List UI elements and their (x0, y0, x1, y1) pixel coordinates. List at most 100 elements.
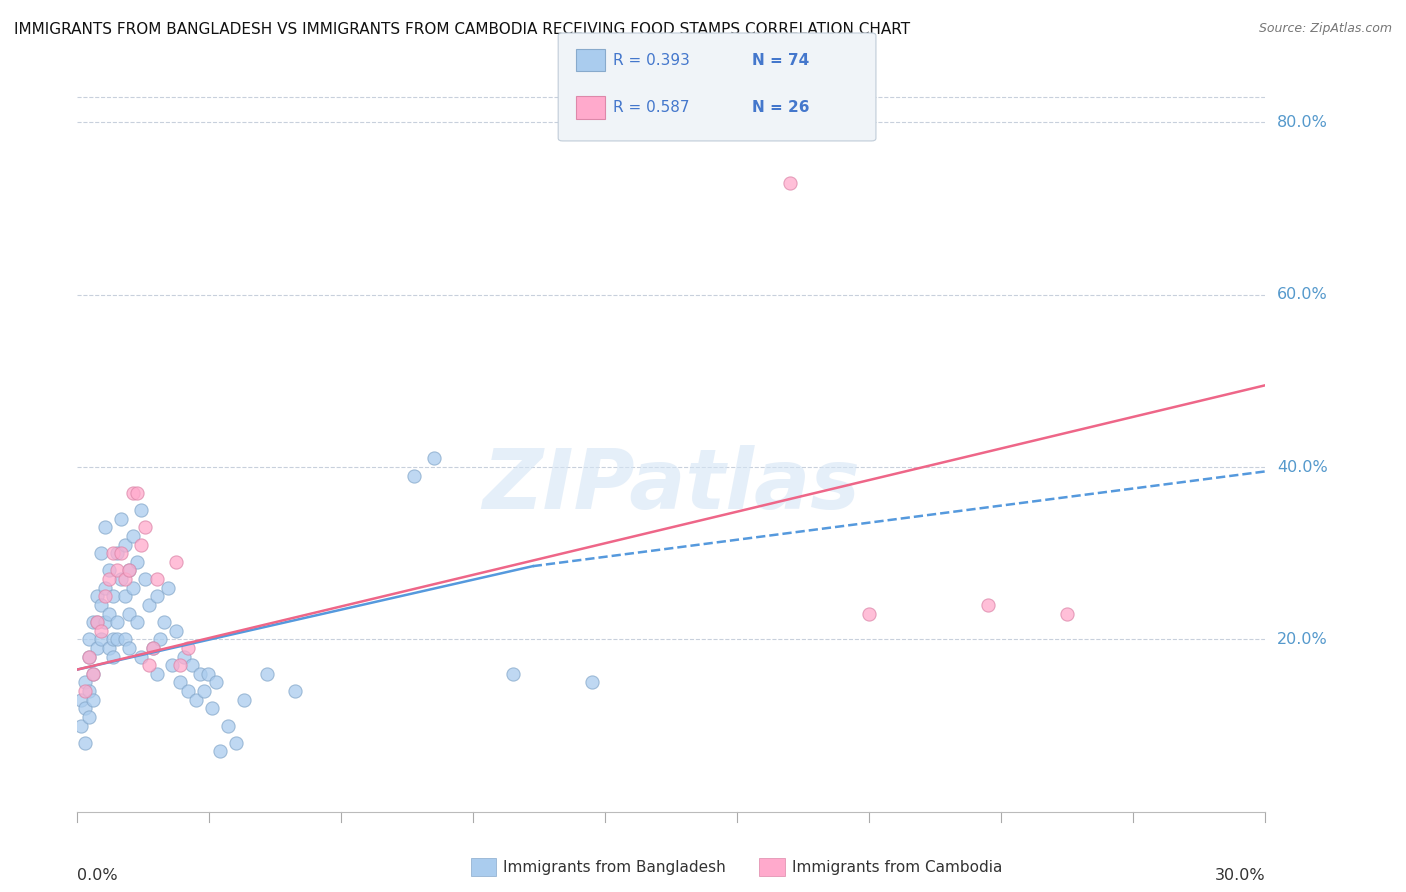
Point (193, 684, 215, 698)
Point (502, 666, 524, 681)
Text: 40.0%: 40.0% (1277, 459, 1329, 475)
Point (110, 512, 132, 526)
Point (118, 564, 141, 578)
Point (82, 692, 104, 706)
Point (129, 538, 152, 552)
Point (90, 598, 112, 612)
Point (70, 692, 93, 706)
Text: 30.0%: 30.0% (1215, 868, 1265, 883)
Point (153, 615, 176, 630)
Point (1056, 607, 1078, 621)
Text: 20.0%: 20.0% (1277, 632, 1329, 647)
Point (114, 590, 136, 604)
Point (105, 615, 128, 630)
Point (149, 632, 172, 647)
Point (134, 520, 156, 534)
Point (98, 564, 121, 578)
Point (177, 684, 200, 698)
Point (105, 546, 128, 560)
Point (145, 572, 167, 586)
Point (110, 546, 132, 560)
Point (70, 718, 93, 732)
Point (86, 615, 108, 630)
Text: N = 26: N = 26 (752, 101, 810, 115)
Point (169, 675, 191, 690)
Text: R = 0.587: R = 0.587 (613, 101, 689, 115)
Point (118, 564, 141, 578)
Point (145, 590, 167, 604)
Point (217, 718, 239, 732)
Text: Immigrants from Cambodia: Immigrants from Cambodia (792, 860, 1002, 874)
Point (162, 658, 184, 673)
Point (77, 684, 100, 698)
Point (125, 615, 148, 630)
Point (173, 649, 195, 664)
Point (256, 666, 278, 681)
Point (423, 451, 446, 466)
Point (121, 581, 143, 595)
Text: N = 74: N = 74 (752, 54, 810, 68)
Point (77, 632, 100, 647)
Point (125, 486, 148, 500)
Point (118, 607, 141, 621)
Point (118, 640, 141, 655)
Point (105, 564, 128, 578)
Text: 60.0%: 60.0% (1277, 287, 1329, 302)
Point (94, 615, 117, 630)
Point (177, 640, 200, 655)
Point (98, 572, 121, 586)
Point (101, 590, 124, 604)
Point (75, 684, 97, 698)
Point (90, 624, 112, 638)
Point (858, 607, 880, 621)
Point (779, 176, 801, 190)
Text: 80.0%: 80.0% (1277, 115, 1329, 130)
Point (82, 666, 104, 681)
Point (94, 520, 117, 534)
Text: Immigrants from Bangladesh: Immigrants from Bangladesh (503, 860, 725, 874)
Point (105, 632, 128, 647)
Point (77, 649, 100, 664)
Point (75, 701, 97, 715)
Point (188, 666, 211, 681)
Point (197, 666, 219, 681)
Point (232, 692, 254, 706)
Point (181, 658, 204, 673)
Point (129, 649, 152, 664)
Point (101, 546, 124, 560)
Point (86, 590, 108, 604)
Point (186, 692, 208, 706)
Point (201, 701, 224, 715)
Point (125, 555, 148, 569)
Point (94, 590, 117, 604)
Point (284, 684, 307, 698)
Point (121, 486, 143, 500)
Point (98, 607, 121, 621)
Point (205, 675, 228, 690)
Point (90, 546, 112, 560)
Text: 0.0%: 0.0% (77, 868, 118, 883)
Point (82, 666, 104, 681)
Point (225, 736, 247, 750)
Point (101, 632, 124, 647)
Point (134, 572, 156, 586)
Point (114, 572, 136, 586)
Point (101, 649, 124, 664)
Text: ZIPatlas: ZIPatlas (482, 445, 860, 526)
Point (977, 598, 1000, 612)
Point (77, 710, 100, 724)
Point (86, 640, 108, 655)
Point (75, 675, 97, 690)
Point (208, 744, 231, 758)
Point (138, 598, 160, 612)
Point (581, 675, 603, 690)
Point (142, 640, 165, 655)
Point (157, 581, 180, 595)
Point (77, 649, 100, 664)
Text: Source: ZipAtlas.com: Source: ZipAtlas.com (1258, 22, 1392, 36)
Text: R = 0.393: R = 0.393 (613, 54, 690, 68)
Point (165, 624, 187, 638)
Point (138, 658, 160, 673)
Point (165, 555, 187, 569)
Point (114, 632, 136, 647)
